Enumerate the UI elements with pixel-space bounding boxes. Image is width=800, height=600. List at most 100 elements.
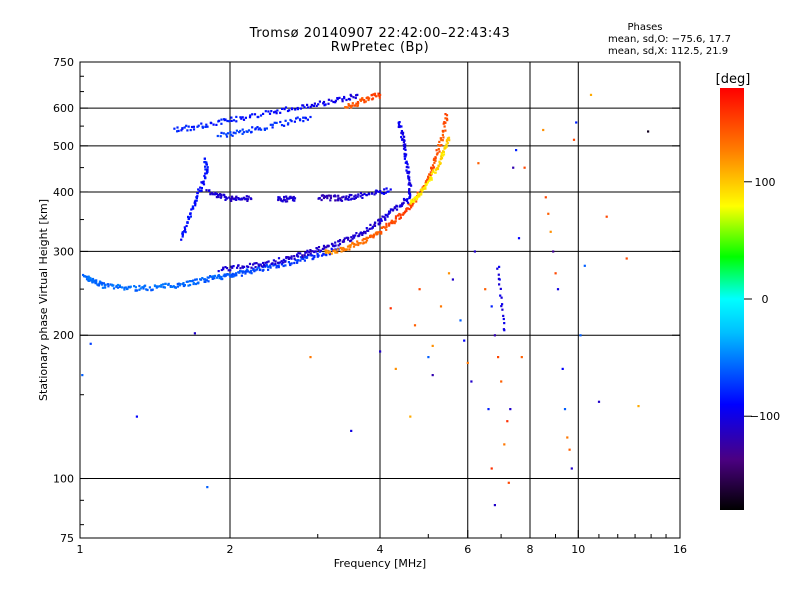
data-point: [355, 102, 358, 105]
x-tick-label: 4: [377, 543, 384, 556]
data-point: [194, 204, 197, 207]
data-point: [364, 230, 367, 234]
data-point: [351, 104, 354, 107]
data-point: [220, 275, 223, 279]
x-tick-label: 8: [527, 543, 534, 556]
data-point: [385, 228, 388, 231]
data-point: [358, 233, 361, 236]
data-point: [215, 276, 219, 279]
data-point: [253, 262, 256, 265]
data-point: [257, 115, 260, 119]
data-point: [220, 131, 223, 134]
data-point: [146, 288, 149, 292]
data-point: [306, 118, 309, 121]
data-point: [218, 119, 221, 122]
data-point: [286, 109, 290, 113]
data-point: [228, 120, 231, 123]
data-point: [443, 147, 446, 150]
data-point: [368, 193, 371, 196]
data-point: [258, 268, 261, 272]
data-point: [275, 266, 278, 269]
data-point: [222, 268, 225, 271]
data-point: [437, 144, 440, 147]
data-point: [348, 98, 352, 101]
data-point: [380, 218, 383, 221]
data-point: [277, 198, 280, 202]
data-point: [278, 196, 281, 199]
data-point: [507, 481, 510, 484]
data-point: [100, 281, 104, 285]
data-point: [193, 332, 196, 335]
data-point: [215, 196, 218, 199]
data-point: [439, 305, 443, 308]
data-point: [344, 196, 348, 199]
data-point: [503, 329, 506, 332]
data-point: [111, 284, 114, 287]
data-point: [217, 270, 220, 273]
data-point: [255, 262, 258, 265]
data-point: [442, 136, 445, 139]
data-point: [409, 202, 412, 205]
data-point: [397, 125, 400, 128]
data-point: [219, 193, 223, 196]
data-point: [240, 274, 243, 277]
data-point: [373, 193, 376, 196]
data-point: [404, 155, 407, 158]
data-point: [269, 123, 272, 126]
data-point: [243, 265, 246, 268]
data-point: [250, 272, 253, 275]
data-point: [404, 146, 407, 149]
data-point: [445, 145, 448, 148]
data-point: [409, 183, 412, 187]
data-point: [163, 286, 166, 289]
data-point: [341, 98, 344, 101]
data-point: [148, 286, 151, 289]
data-point: [367, 98, 370, 102]
data-point: [267, 110, 270, 113]
data-point: [284, 106, 288, 109]
data-point: [339, 197, 342, 200]
data-point: [213, 193, 217, 196]
data-point: [195, 199, 198, 202]
axis-ticks: [79, 61, 681, 539]
y-axis-label: Stationary phase Virtual Height [km]: [37, 199, 50, 401]
data-point: [579, 334, 582, 337]
data-point: [206, 166, 209, 169]
data-point: [226, 267, 229, 270]
data-point: [192, 279, 195, 282]
data-point: [401, 133, 404, 136]
data-point: [410, 200, 413, 203]
data-point: [385, 187, 388, 190]
data-point: [209, 192, 212, 195]
data-point: [330, 252, 333, 255]
data-point: [404, 148, 407, 151]
colorbar: [720, 88, 744, 510]
data-point: [442, 153, 446, 156]
x-tick-label: 16: [673, 543, 687, 556]
data-point: [261, 265, 265, 268]
data-point: [324, 249, 327, 252]
data-point: [200, 181, 203, 184]
data-point: [371, 192, 374, 195]
data-point: [352, 242, 356, 246]
data-point: [265, 263, 268, 266]
data-point: [253, 270, 256, 273]
data-point: [390, 219, 393, 222]
data-point: [542, 128, 545, 132]
data-point: [597, 400, 601, 403]
data-point: [309, 254, 312, 257]
data-point: [398, 212, 401, 216]
data-point: [141, 286, 144, 289]
data-point: [204, 280, 207, 283]
data-point: [254, 127, 257, 130]
data-point: [444, 121, 447, 124]
data-point: [303, 106, 306, 109]
data-point: [187, 215, 190, 218]
data-point: [299, 259, 302, 262]
data-point: [445, 114, 449, 117]
data-point: [424, 185, 427, 188]
data-point: [216, 134, 219, 138]
data-point: [384, 213, 387, 216]
data-point: [366, 229, 370, 232]
data-point: [446, 142, 449, 145]
